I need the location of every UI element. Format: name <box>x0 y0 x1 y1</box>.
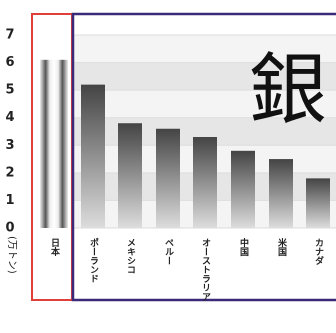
y-tick-label: 2 <box>5 165 14 180</box>
y-tick-label: 0 <box>5 221 14 236</box>
group-box <box>71 12 336 302</box>
x-tick-label: ポーランド <box>88 237 99 283</box>
bar <box>231 150 255 228</box>
bar <box>40 59 68 228</box>
y-tick-label: 5 <box>5 83 14 98</box>
grid-band <box>74 35 336 63</box>
x-tick-label: 日本 <box>49 238 60 257</box>
bar <box>118 123 142 228</box>
bar <box>306 178 330 228</box>
y-tick-label: 1 <box>5 193 14 208</box>
grid-band <box>74 62 336 91</box>
bar <box>193 137 217 228</box>
x-tick-label: メキシコ <box>125 238 136 274</box>
chart-title: 銀 <box>249 45 327 135</box>
x-tick-label: 中国 <box>238 237 249 257</box>
x-tick-label: カナダ <box>313 238 324 266</box>
x-tick-label: 米国 <box>276 237 288 257</box>
y-tick-label: 4 <box>5 110 14 125</box>
y-tick-label: 6 <box>5 55 14 70</box>
y-tick-label: 3 <box>5 138 14 153</box>
y-axis-label: (万トン) <box>6 236 17 274</box>
y-tick-label: 7 <box>5 28 14 43</box>
x-tick-label: ペルー <box>163 238 174 265</box>
grid-band <box>74 90 336 118</box>
bar <box>156 128 180 228</box>
bar <box>269 159 293 228</box>
x-tick-label: オーストラリア <box>200 238 211 301</box>
bar <box>81 84 105 228</box>
